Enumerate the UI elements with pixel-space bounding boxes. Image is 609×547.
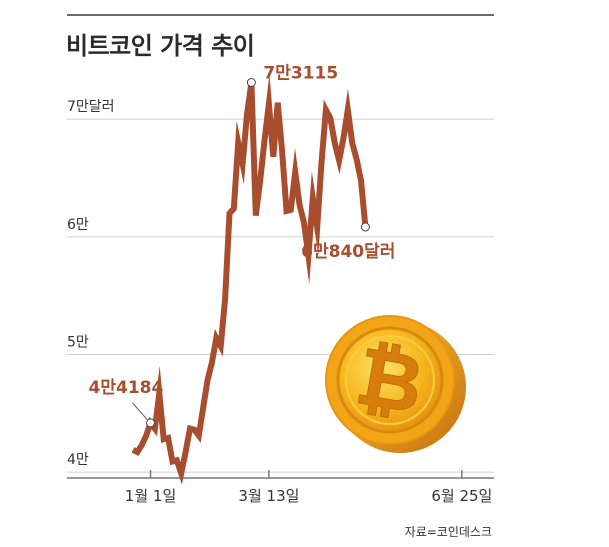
bitcoin-coin-icon: ₿: [325, 315, 466, 453]
y-tick-label: 4만: [67, 452, 89, 468]
annotation-label: 6만840달러: [301, 241, 395, 262]
y-tick-label: 6만: [67, 217, 89, 233]
x-tick-label: 6월 25일: [431, 487, 492, 505]
source-note: 자료=코인데스크: [404, 525, 492, 539]
annotation-marker: [360, 222, 370, 232]
x-tick-label: 3월 13일: [238, 487, 299, 505]
annotation-label: 7만3115: [263, 64, 338, 84]
chart-title: 비트코인 가격 추이: [66, 32, 255, 60]
y-tick-label: 5만: [67, 334, 89, 350]
annotation-marker: [246, 78, 256, 88]
x-tick-label: 1월 1일: [125, 487, 176, 505]
annotation-marker: [146, 418, 156, 428]
y-tick-label: 7만달러: [67, 99, 115, 115]
top-rule: [67, 14, 494, 16]
annotation-label: 4만4184: [89, 378, 164, 398]
series-line: [131, 74, 369, 485]
annotation-leader: [132, 402, 148, 421]
